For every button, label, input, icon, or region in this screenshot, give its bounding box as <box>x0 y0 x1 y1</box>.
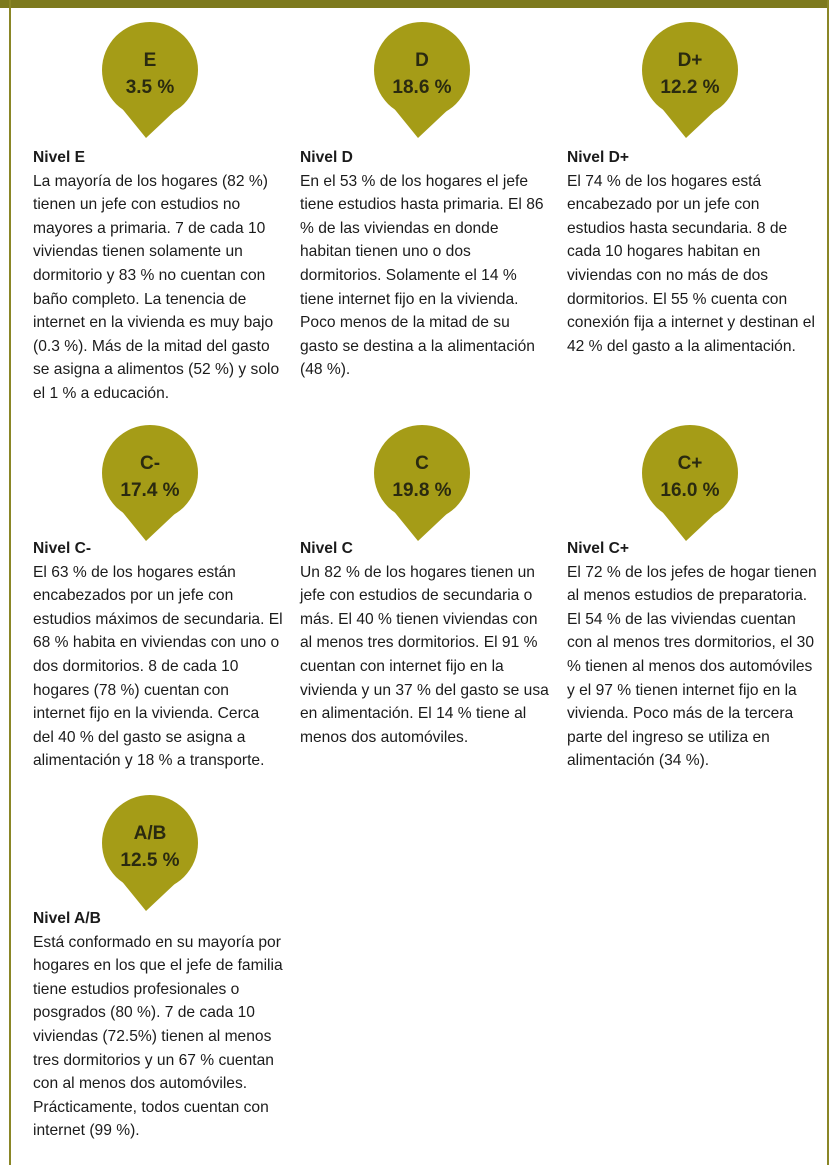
pin-shape <box>102 22 198 138</box>
level-code: E <box>143 50 157 71</box>
level-title: Nivel C+ <box>567 540 629 557</box>
level-pin: D+ 12.2 % <box>640 22 740 140</box>
pin-shape <box>642 425 738 541</box>
level-title: Nivel D+ <box>567 149 629 166</box>
level-text: La mayoría de los hogares (82 %) tienen … <box>33 172 280 402</box>
pin-shape <box>374 425 470 541</box>
level-block: Nivel C- El 63 % de los hogares están enc… <box>33 537 283 773</box>
level-block: Nivel C+ El 72 % de los jefes de hogar ti… <box>567 537 817 773</box>
level-code: C <box>415 453 429 474</box>
level-percent: 3.5 % <box>125 77 175 98</box>
right-border <box>827 0 829 1165</box>
level-title: Nivel C- <box>33 540 92 557</box>
level-text: En el 53 % de los hogares el jefe tiene … <box>300 172 544 379</box>
level-text: Un 82 % de los hogares tienen un jefe co… <box>300 563 549 746</box>
level-block: Nivel E La mayoría de los hogares (82 %) … <box>33 146 283 406</box>
level-text: El 72 % de los jefes de hogar tienen al … <box>567 563 817 770</box>
header-bar <box>0 0 829 8</box>
level-percent: 17.4 % <box>120 480 180 501</box>
level-text: El 74 % de los hogares está encabezado p… <box>567 172 815 355</box>
pin-shape <box>374 22 470 138</box>
level-pin: C- 17.4 % <box>100 425 200 543</box>
pin-shape <box>642 22 738 138</box>
pin-shape <box>102 795 198 911</box>
level-block: Nivel D En el 53 % de los hogares el jefe… <box>300 146 550 382</box>
level-percent: 19.8 % <box>392 480 452 501</box>
level-title: Nivel E <box>33 149 86 166</box>
level-pin: C 19.8 % <box>372 425 472 543</box>
level-title: Nivel C <box>300 540 353 557</box>
level-percent: 16.0 % <box>660 480 720 501</box>
level-code: C+ <box>677 453 703 474</box>
level-code: A/B <box>133 823 167 844</box>
level-code: D+ <box>677 50 703 71</box>
level-pin: A/B 12.5 % <box>100 795 200 913</box>
level-pin: E 3.5 % <box>100 22 200 140</box>
level-title: Nivel D <box>300 149 353 166</box>
level-pin: D 18.6 % <box>372 22 472 140</box>
level-percent: 12.5 % <box>120 850 180 871</box>
level-text: El 63 % de los hogares están encabezados… <box>33 563 283 770</box>
level-code: C- <box>139 453 161 474</box>
level-title: Nivel A/B <box>33 910 101 927</box>
level-block: Nivel A/B Está conformado en su mayoría p… <box>33 907 283 1143</box>
left-border <box>9 0 11 1165</box>
level-percent: 12.2 % <box>660 77 720 98</box>
level-code: D <box>415 50 429 71</box>
level-block: Nivel D+ El 74 % de los hogares está enca… <box>567 146 817 358</box>
level-block: Nivel C Un 82 % de los hogares tienen un … <box>300 537 550 749</box>
level-percent: 18.6 % <box>392 77 452 98</box>
level-text: Está conformado en su mayoría por hogare… <box>33 933 283 1140</box>
pin-shape <box>102 425 198 541</box>
level-pin: C+ 16.0 % <box>640 425 740 543</box>
